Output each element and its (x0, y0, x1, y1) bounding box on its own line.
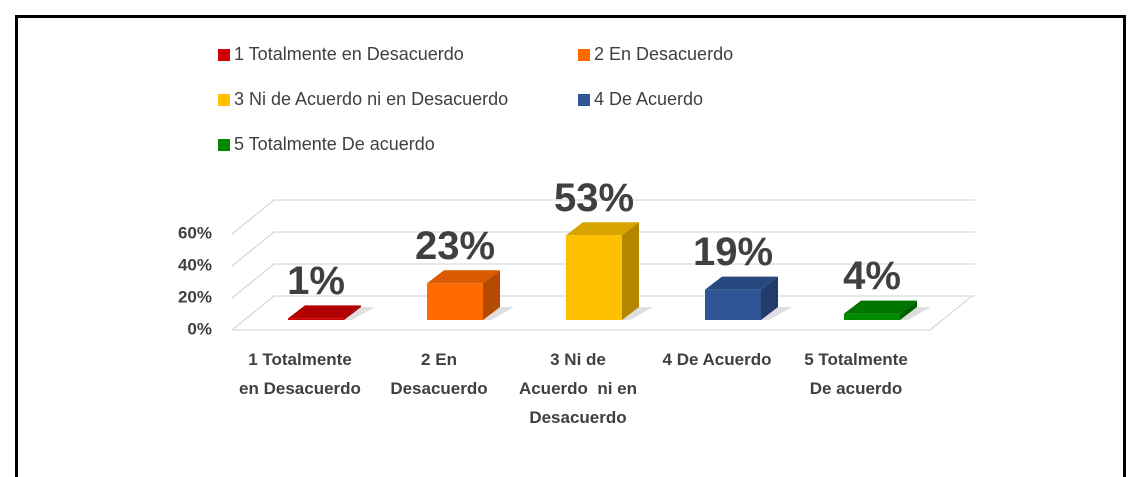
bar-face (844, 300, 917, 314)
legend-swatch (218, 49, 230, 61)
bar (705, 276, 778, 320)
bar-face (427, 270, 500, 284)
bar-face (622, 222, 639, 320)
grid-line (231, 231, 975, 267)
data-label: 19% (693, 230, 773, 274)
data-label: 1% (287, 259, 345, 303)
bar-face (761, 276, 778, 320)
bar-face (705, 289, 761, 320)
bar-face (566, 222, 639, 236)
bar (288, 305, 361, 320)
frame (15, 15, 1126, 477)
legend-label: 1 Totalmente en Desacuerdo (234, 44, 464, 64)
legend-label: 5 Totalmente De acuerdo (234, 134, 435, 154)
grid-line (231, 263, 975, 299)
grid-line (231, 199, 975, 235)
x-tick-label: 1 Totalmente en Desacuerdo (239, 350, 361, 398)
data-label: 53% (554, 176, 634, 220)
data-label: 4% (843, 254, 901, 298)
data-label: 23% (415, 224, 495, 268)
bar-face (705, 276, 778, 290)
bar-face (900, 300, 917, 320)
bar-face (288, 318, 344, 320)
y-tick-label: 40% (178, 255, 212, 274)
y-tick-label: 60% (178, 223, 212, 242)
y-tick-label: 0% (187, 319, 212, 338)
bar-face (288, 305, 361, 319)
bar-face (566, 235, 622, 320)
legend-swatch (218, 139, 230, 151)
x-tick-label: 5 Totalmente De acuerdo (804, 350, 913, 398)
bar-face (844, 313, 900, 320)
legend-swatch (218, 94, 230, 106)
legend-label: 4 De Acuerdo (594, 89, 703, 109)
x-tick-label: 2 En Desacuerdo (390, 350, 488, 398)
bar-face (483, 270, 500, 320)
floor (232, 295, 973, 331)
legend-swatch (578, 49, 590, 61)
bar-face (427, 283, 483, 320)
legend-swatch (578, 94, 590, 106)
x-tick-label: 3 Ni de Acuerdo ni en Desacuerdo (518, 350, 642, 427)
bar-face (344, 305, 361, 320)
bar (844, 300, 917, 320)
bar (427, 270, 500, 320)
legend-label: 3 Ni de Acuerdo ni en Desacuerdo (234, 89, 508, 109)
x-tick-label: 4 De Acuerdo (662, 350, 772, 369)
legend-label: 2 En Desacuerdo (594, 44, 733, 64)
y-tick-label: 20% (178, 287, 212, 306)
bar (566, 222, 639, 320)
